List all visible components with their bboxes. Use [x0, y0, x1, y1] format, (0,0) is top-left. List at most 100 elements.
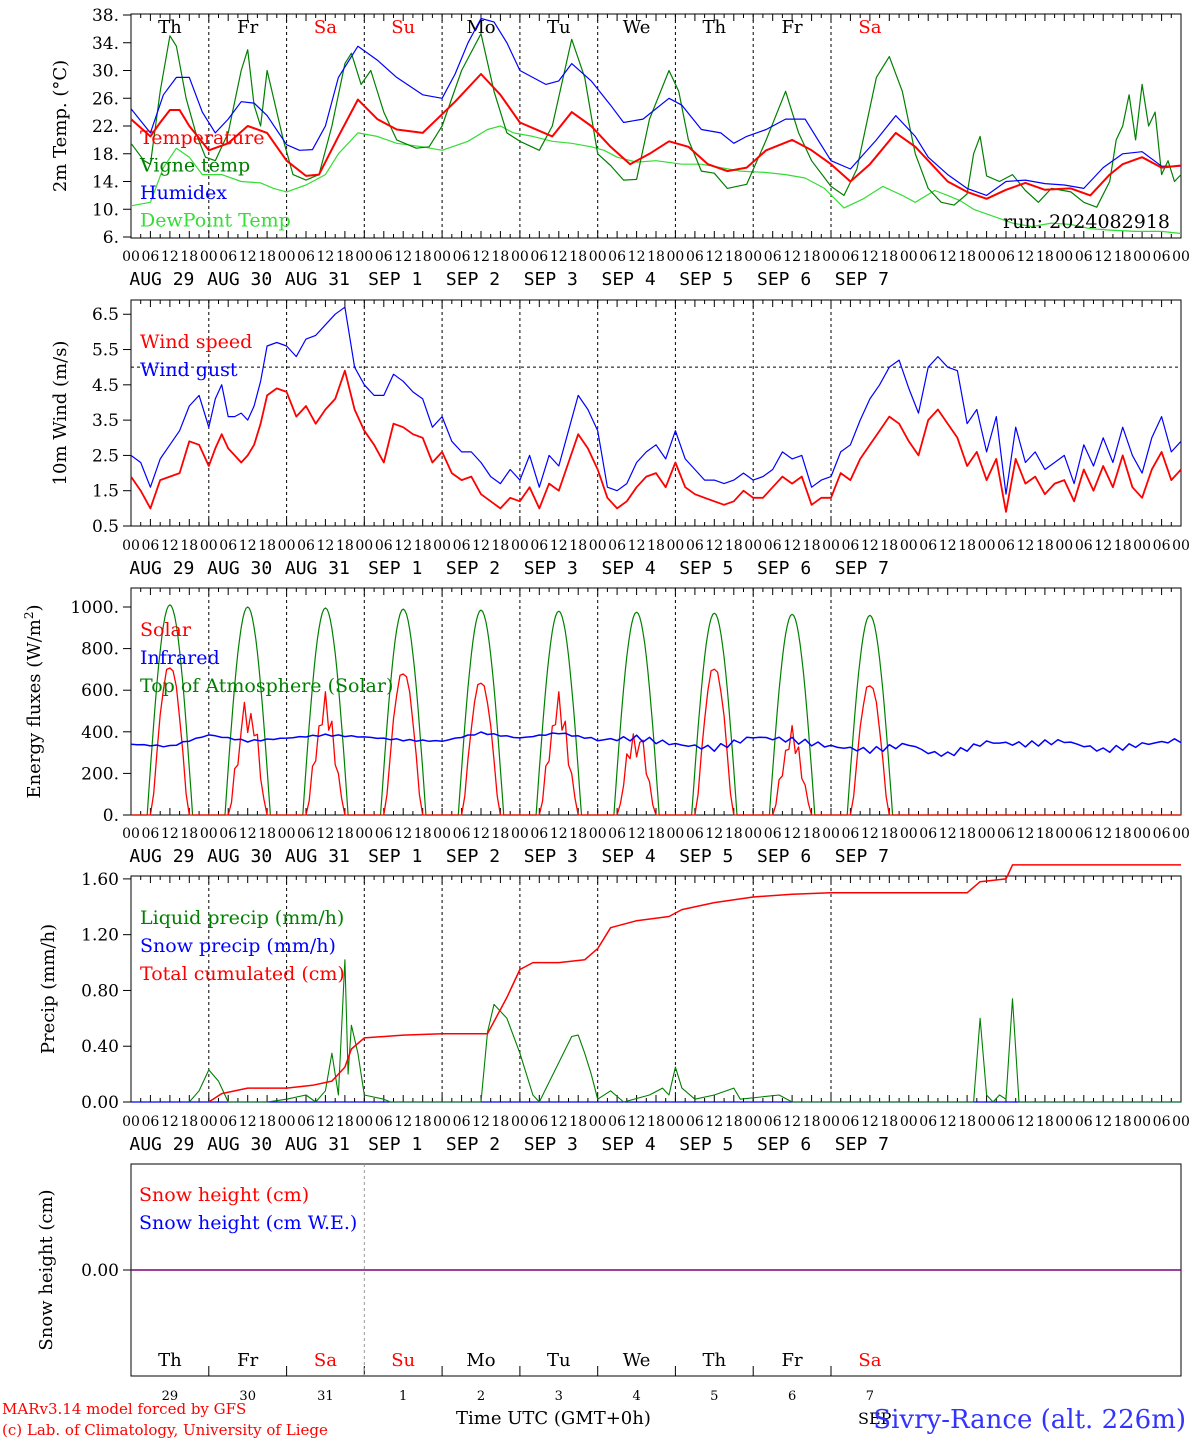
x-hour-tick-label: 06 [297, 826, 315, 842]
x-hour-tick-label: 18 [258, 1114, 276, 1130]
x-hour-tick-label: 06 [219, 538, 237, 554]
x-hour-tick-label: 00 [200, 1114, 218, 1130]
x-hour-tick-label: 18 [491, 1114, 509, 1130]
x-hour-tick-label: 00 [822, 1114, 840, 1130]
x-hour-tick-label: 06 [375, 1114, 393, 1130]
x-hour-tick-label: 18 [180, 249, 198, 265]
x-hour-tick-label: 12 [783, 249, 801, 265]
legend-entry: Infrared [140, 647, 220, 669]
x-day-of-week-label: Th [158, 17, 182, 38]
x-hour-tick-label: 18 [180, 538, 198, 554]
x-hour-tick-label: 12 [628, 1114, 646, 1130]
x-hour-tick-label: 12 [861, 826, 879, 842]
x-hour-tick-label: 12 [628, 826, 646, 842]
x-hour-tick-label: 00 [433, 538, 451, 554]
x-day-number-label: 2 [477, 1389, 485, 1404]
x-date-label: SEP 3 [524, 558, 578, 579]
x-hour-tick-label: 18 [803, 249, 821, 265]
series-line-toa [131, 604, 1181, 816]
series-line-speed [130, 369, 1182, 513]
x-hour-tick-label: 18 [258, 538, 276, 554]
x-date-label: SEP 2 [446, 846, 500, 867]
y-tick-label: 1.5 [92, 482, 119, 502]
x-hour-tick-label: 12 [161, 249, 179, 265]
legend-entry: Snow precip (mm/h) [140, 935, 336, 957]
x-hour-tick-label: 00 [589, 538, 607, 554]
x-hour-tick-label: 12 [1094, 249, 1112, 265]
x-hour-tick-label: 00 [355, 538, 373, 554]
x-hour-tick-label: 18 [725, 538, 743, 554]
x-hour-tick-label: 18 [1036, 249, 1054, 265]
y-tick-label: 0. [103, 806, 119, 826]
x-hour-tick-label: 00 [200, 538, 218, 554]
x-hour-tick-label: 06 [530, 249, 548, 265]
x-hour-tick-label: 12 [472, 538, 490, 554]
x-date-label: AUG 30 [207, 846, 272, 867]
x-hour-tick-label: 00 [122, 826, 140, 842]
x-day-of-week-label: Su [391, 17, 415, 38]
x-hour-tick-label: 00 [355, 249, 373, 265]
x-hour-tick-label: 12 [472, 826, 490, 842]
x-date-label: SEP 6 [757, 846, 811, 867]
x-tick-marks [130, 588, 1182, 815]
y-tick-label: 26. [92, 89, 119, 109]
x-day-of-week-label: Th [158, 1350, 182, 1371]
legend-entry: Top of Atmosphere (Solar) [140, 675, 393, 697]
x-hour-tick-label: 12 [472, 1114, 490, 1130]
y-tick-label: 5.5 [92, 341, 119, 361]
plot-frame [130, 13, 1182, 239]
x-hour-tick-label: 12 [550, 538, 568, 554]
x-hour-tick-label: 12 [550, 249, 568, 265]
day-separator-lines [208, 300, 832, 526]
x-date-label: SEP 4 [602, 846, 656, 867]
x-hour-tick-label: 12 [161, 538, 179, 554]
x-hour-tick-label: 18 [880, 826, 898, 842]
x-hour-tick-label: 06 [375, 538, 393, 554]
x-day-of-week-label: Fr [782, 1350, 803, 1371]
x-hour-tick-label: 06 [686, 249, 704, 265]
x-hour-tick-label: 06 [841, 826, 859, 842]
x-hour-tick-label: 06 [1153, 249, 1171, 265]
legend-entry: Total cumulated (cm) [140, 963, 345, 985]
x-hour-tick-label: 00 [122, 538, 140, 554]
y-tick-label: 34. [92, 34, 119, 54]
x-hour-tick-label: 18 [803, 1114, 821, 1130]
x-hour-tick-label: 06 [219, 826, 237, 842]
x-hour-tick-label: 18 [258, 826, 276, 842]
x-day-of-week-label: Mo [466, 1350, 495, 1371]
x-hour-tick-label: 18 [958, 1114, 976, 1130]
x-hour-tick-label: 18 [1114, 1114, 1132, 1130]
series-line-1 [130, 33, 1182, 208]
x-hour-tick-label: 06 [1153, 538, 1171, 554]
x-hour-tick-label: 06 [530, 1114, 548, 1130]
x-hour-tick-label: 18 [647, 249, 665, 265]
x-hour-tick-label: 18 [1036, 1114, 1054, 1130]
x-date-label: AUG 31 [285, 558, 350, 579]
x-hour-tick-label: 18 [958, 826, 976, 842]
x-hour-tick-label: 12 [861, 538, 879, 554]
x-hour-tick-label: 00 [1172, 538, 1190, 554]
x-hour-tick-label: 12 [316, 826, 334, 842]
x-hour-tick-label: 06 [997, 1114, 1015, 1130]
series-line-0 [130, 73, 1182, 200]
x-hour-tick-label: 00 [666, 249, 684, 265]
x-hour-tick-label: 06 [764, 538, 782, 554]
x-day-number-label: 6 [788, 1389, 796, 1404]
x-hour-tick-label: 00 [122, 1114, 140, 1130]
x-tick-marks [130, 14, 1182, 238]
x-hour-tick-label: 18 [803, 826, 821, 842]
x-hour-tick-label: 18 [414, 826, 432, 842]
x-hour-tick-label: 00 [278, 826, 296, 842]
x-hour-tick-label: 06 [764, 249, 782, 265]
x-date-label: SEP 3 [524, 1134, 578, 1155]
x-hour-tick-label: 06 [919, 249, 937, 265]
x-hour-tick-label: 00 [1172, 1114, 1190, 1130]
x-hour-tick-label: 18 [569, 538, 587, 554]
x-date-label: SEP 7 [835, 1134, 889, 1155]
x-hour-tick-label: 18 [491, 249, 509, 265]
x-hour-tick-label: 12 [783, 538, 801, 554]
x-hour-tick-label: 00 [978, 1114, 996, 1130]
x-hour-tick-label: 12 [316, 1114, 334, 1130]
day-separator-lines [208, 14, 832, 238]
